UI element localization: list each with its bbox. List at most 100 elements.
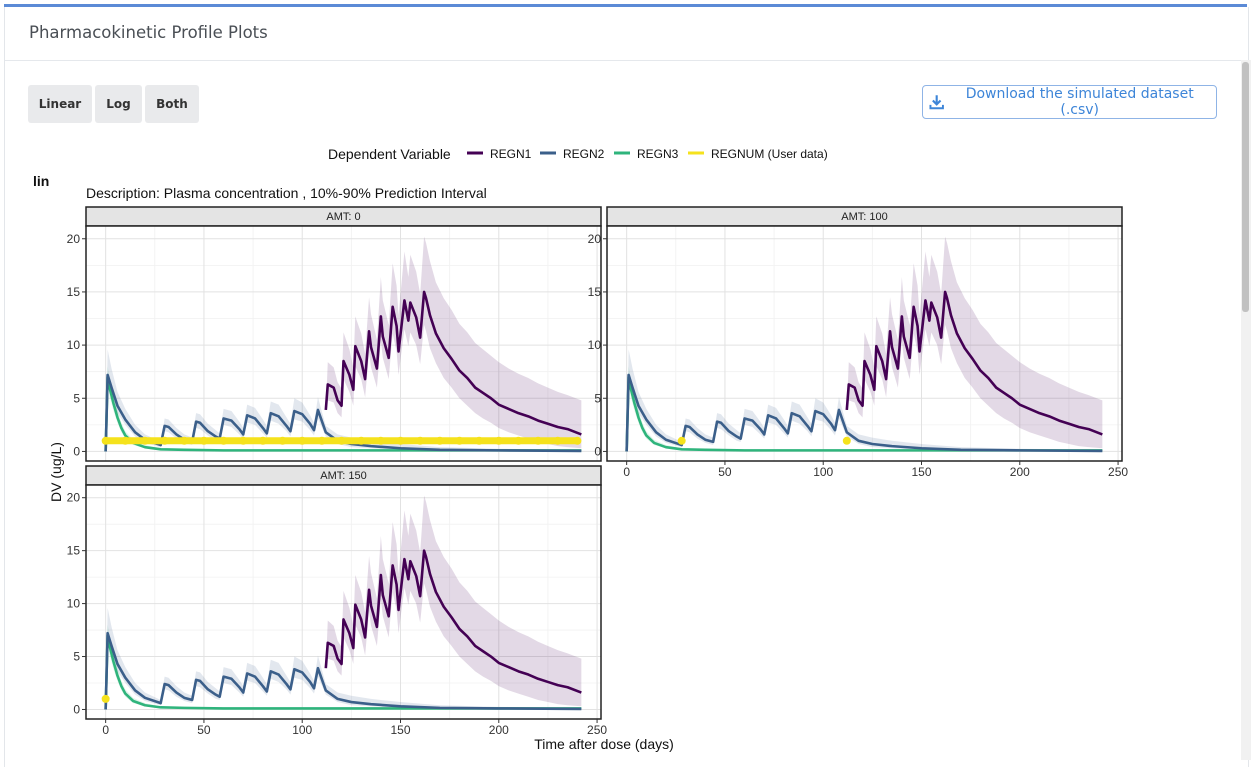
x-tick-label: 150	[390, 723, 410, 737]
panel-border	[85, 225, 602, 462]
x-axis-label: Time after dose (days)	[534, 736, 674, 752]
y-tick-label: 20	[67, 232, 81, 246]
y-tick-label: 5	[73, 391, 80, 405]
card-header: Pharmacokinetic Profile Plots	[5, 7, 1248, 61]
regn1-interval-band	[846, 236, 1103, 449]
page-title: Pharmacokinetic Profile Plots	[29, 23, 268, 42]
user-data-point	[219, 436, 228, 445]
user-data-point	[416, 436, 425, 445]
download-button[interactable]: Download the simulated dataset (.csv)	[922, 85, 1217, 119]
user-data-point	[101, 436, 110, 445]
user-data-point	[677, 436, 686, 445]
user-data-point	[317, 436, 326, 445]
regn2-line	[104, 373, 582, 453]
legend-label-regn3: REGN3	[637, 147, 679, 161]
regn1-interval-band	[325, 236, 582, 449]
top-accent-bar	[4, 4, 1247, 7]
y-tick-label: 0	[73, 444, 80, 458]
user-data-point	[160, 436, 169, 445]
user-data-point	[140, 436, 149, 445]
user-data-point	[376, 436, 385, 445]
linear-button[interactable]: Linear	[28, 85, 92, 123]
both-button[interactable]: Both	[145, 85, 199, 123]
regn1-line	[324, 549, 582, 694]
x-tick-label: 200	[1010, 465, 1030, 479]
y-tick-label: 20	[588, 232, 602, 246]
y-tick-label: 0	[594, 444, 601, 458]
user-data-point	[199, 436, 208, 445]
user-data-point	[842, 436, 851, 445]
user-data-point	[553, 436, 562, 445]
user-data-point	[337, 436, 346, 445]
y-tick-label: 0	[73, 702, 80, 716]
user-data-point	[357, 436, 366, 445]
download-icon	[929, 95, 944, 110]
panel-data	[101, 236, 582, 453]
legend: Dependent Variable REGN1 REGN2 REGN3 REGNUM…	[328, 146, 828, 162]
regn1-line	[845, 290, 1103, 436]
y-tick-label: 10	[67, 338, 81, 352]
y-tick-label: 15	[67, 285, 81, 299]
user-data-point	[298, 436, 307, 445]
panel-strip-label: AMT: 150	[320, 470, 366, 482]
user-data-point	[435, 436, 444, 445]
regn2-line	[104, 631, 582, 711]
plot-tag: lin	[33, 173, 49, 189]
y-tick-label: 10	[67, 597, 81, 611]
x-tick-label: 150	[911, 465, 931, 479]
x-tick-label: 100	[292, 723, 312, 737]
user-data-point	[180, 436, 189, 445]
log-button[interactable]: Log	[95, 85, 142, 123]
panel-strip-label: AMT: 0	[326, 211, 360, 223]
panel-data	[101, 495, 582, 711]
regn1-line	[324, 290, 582, 436]
panel-data	[625, 236, 1103, 453]
y-tick-label: 5	[73, 650, 80, 664]
regn3-line	[104, 634, 582, 710]
user-data-point	[239, 436, 248, 445]
x-tick-label: 250	[1108, 465, 1128, 479]
chart-description: Description: Plasma concentration , 10%-…	[86, 185, 487, 201]
y-tick-label: 15	[67, 544, 81, 558]
user-data-point	[534, 436, 543, 445]
panel-strip-label: AMT: 100	[841, 211, 887, 223]
legend-title: Dependent Variable	[328, 146, 451, 162]
legend-label-regn1: REGN1	[490, 147, 532, 161]
panel-border	[606, 225, 1123, 462]
user-data-point	[455, 436, 464, 445]
y-tick-label: 10	[588, 338, 602, 352]
regn1-interval-band	[325, 495, 582, 707]
regn2-line	[625, 373, 1103, 453]
panel-1: AMT: 0 0 5 10 15 20	[67, 206, 602, 462]
x-tick-label: 250	[587, 723, 607, 737]
y-tick-label: 5	[594, 391, 601, 405]
user-data-point	[101, 694, 110, 703]
regn3-line	[104, 375, 582, 452]
y-tick-label: 15	[588, 285, 602, 299]
user-data-point	[514, 436, 523, 445]
regn3-line	[625, 375, 1103, 452]
user-data-point	[121, 436, 130, 445]
y-axis-label: DV (ug/L)	[48, 442, 64, 502]
x-tick-label: 200	[489, 723, 509, 737]
legend-label-regnum-user-data: REGNUM (User data)	[711, 147, 828, 161]
download-label: Download the simulated dataset (.csv)	[965, 86, 1194, 118]
user-data-point	[258, 436, 267, 445]
user-data-point	[278, 436, 287, 445]
y-tick-label: 20	[67, 491, 81, 505]
scrollbar-track[interactable]	[1241, 60, 1251, 760]
x-tick-label: 0	[102, 723, 109, 737]
panel-border	[85, 484, 602, 720]
user-data-point	[396, 436, 405, 445]
scrollbar-thumb[interactable]	[1242, 62, 1249, 312]
user-data-point	[573, 436, 582, 445]
x-tick-label: 100	[813, 465, 833, 479]
user-data-point	[475, 436, 484, 445]
legend-label-regn2: REGN2	[563, 147, 605, 161]
x-tick-label: 0	[623, 465, 630, 479]
x-tick-label: 50	[197, 723, 211, 737]
x-tick-label: 50	[718, 465, 732, 479]
